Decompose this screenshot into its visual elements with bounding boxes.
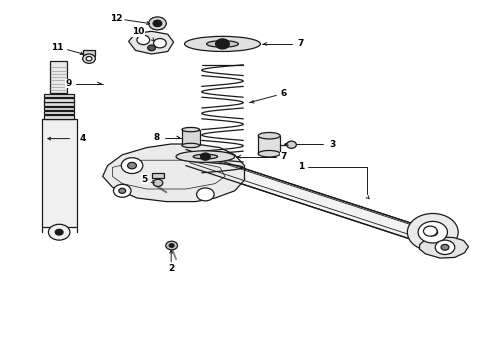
Bar — [44, 115, 74, 119]
Polygon shape — [185, 149, 427, 245]
Ellipse shape — [184, 36, 260, 51]
Circle shape — [423, 226, 436, 236]
Circle shape — [169, 244, 174, 247]
Circle shape — [165, 241, 177, 250]
Ellipse shape — [258, 132, 280, 139]
Ellipse shape — [206, 41, 238, 47]
Circle shape — [55, 229, 63, 235]
Text: 1: 1 — [297, 162, 303, 171]
Text: 12: 12 — [110, 14, 122, 23]
Bar — [41, 119, 77, 227]
Circle shape — [434, 240, 454, 255]
Polygon shape — [128, 31, 173, 54]
Bar — [44, 94, 74, 97]
Circle shape — [407, 213, 457, 251]
Circle shape — [417, 221, 447, 243]
Text: 10: 10 — [131, 27, 144, 36]
Text: 7: 7 — [280, 152, 286, 161]
Text: 3: 3 — [329, 140, 335, 149]
Circle shape — [148, 17, 166, 30]
Circle shape — [427, 229, 437, 236]
Circle shape — [440, 244, 448, 250]
Bar — [44, 102, 74, 106]
Circle shape — [200, 153, 210, 160]
Bar — [50, 61, 67, 93]
Bar — [182, 130, 199, 145]
Bar — [83, 50, 95, 56]
Text: 6: 6 — [280, 89, 286, 98]
Circle shape — [215, 39, 229, 49]
Bar — [44, 111, 74, 114]
Circle shape — [48, 224, 70, 240]
Circle shape — [127, 162, 136, 169]
Circle shape — [147, 45, 155, 51]
Circle shape — [82, 54, 95, 63]
Circle shape — [113, 184, 131, 197]
Circle shape — [121, 158, 142, 174]
Ellipse shape — [176, 151, 234, 162]
Polygon shape — [102, 144, 244, 202]
Circle shape — [196, 188, 214, 201]
Bar — [151, 173, 163, 178]
Text: 2: 2 — [168, 264, 174, 274]
Text: 9: 9 — [65, 79, 72, 88]
Circle shape — [137, 35, 149, 45]
Circle shape — [153, 39, 166, 48]
Circle shape — [119, 188, 125, 193]
Text: 8: 8 — [153, 133, 159, 142]
Bar — [44, 107, 74, 110]
Circle shape — [153, 20, 162, 27]
Polygon shape — [419, 237, 468, 258]
Text: 4: 4 — [80, 134, 86, 143]
Ellipse shape — [258, 150, 280, 157]
Ellipse shape — [182, 127, 199, 132]
Circle shape — [286, 141, 296, 148]
Text: 11: 11 — [51, 43, 64, 52]
Circle shape — [86, 57, 92, 61]
Text: 7: 7 — [297, 40, 304, 49]
Bar — [44, 98, 74, 102]
Text: 5: 5 — [141, 175, 147, 184]
Ellipse shape — [193, 154, 217, 159]
Bar — [258, 136, 280, 154]
Ellipse shape — [182, 143, 199, 148]
Circle shape — [153, 179, 163, 186]
